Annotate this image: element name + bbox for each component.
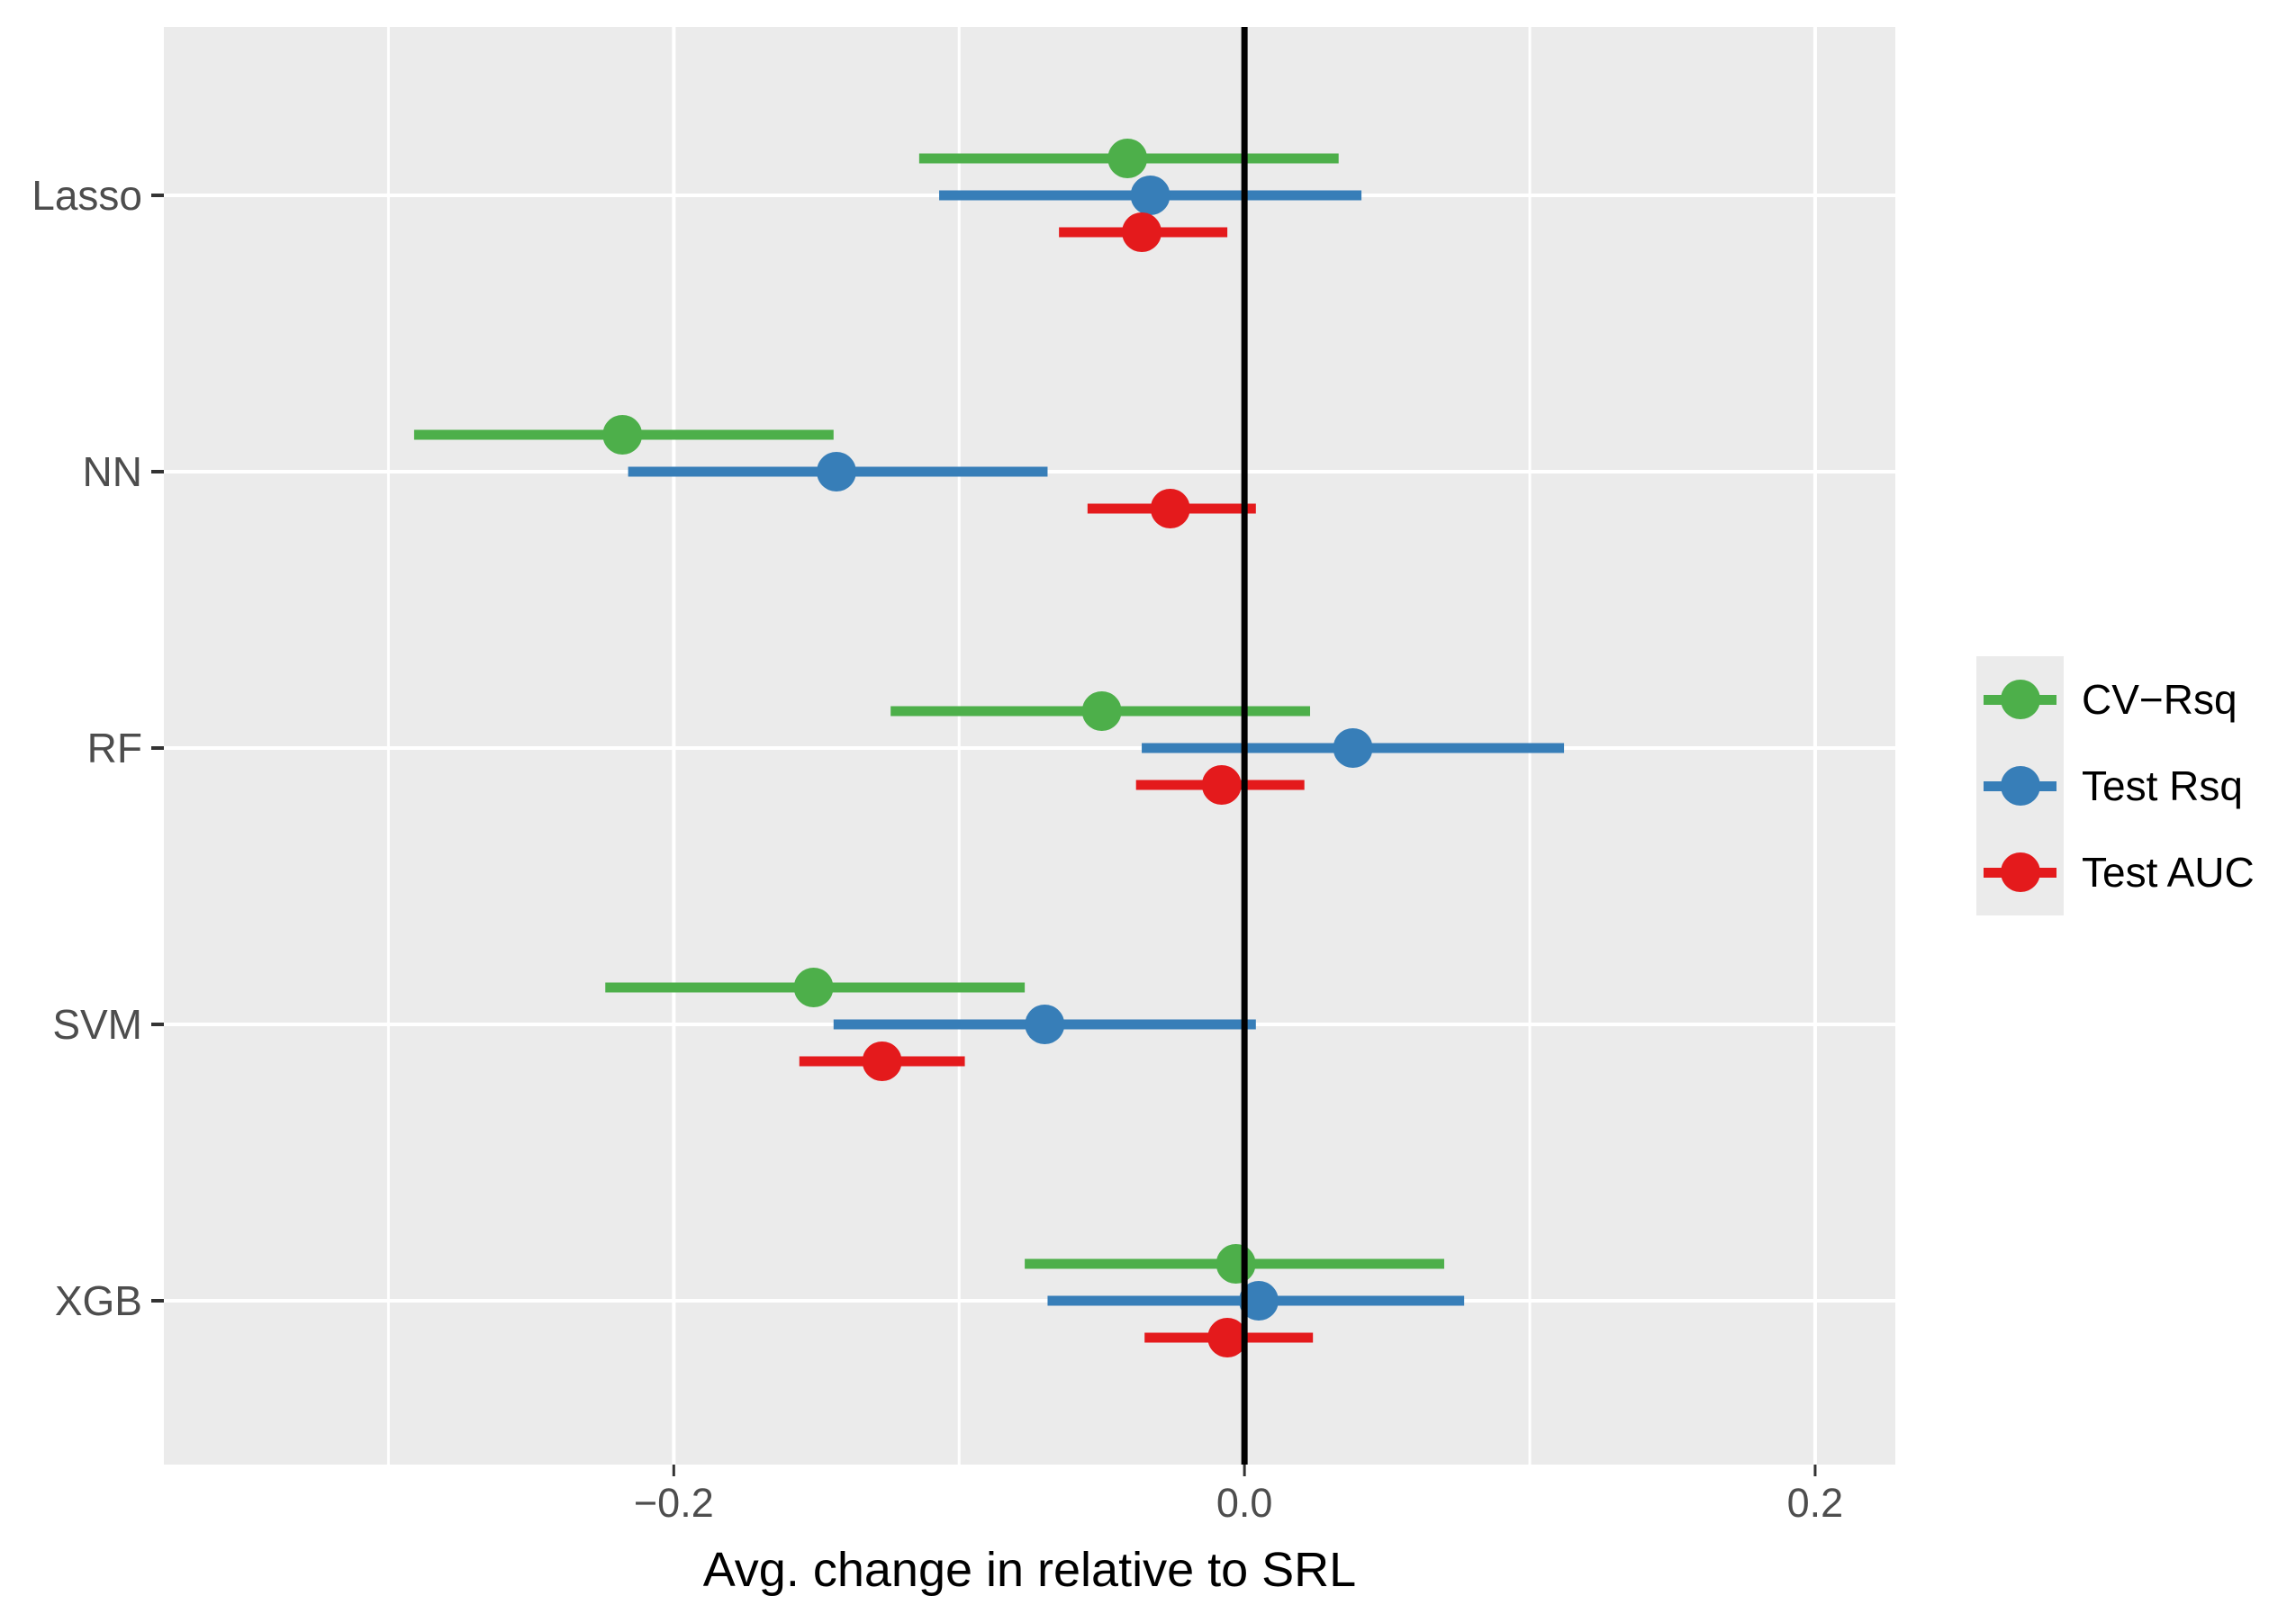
legend-key-dot-icon <box>2000 852 2040 892</box>
point-cv-rsq <box>1107 139 1148 178</box>
point-test-auc <box>1122 212 1162 252</box>
y-axis-label-xgb: XGB <box>54 1277 142 1324</box>
y-axis-label-svm: SVM <box>52 1001 142 1048</box>
point-cv-rsq <box>1216 1244 1256 1284</box>
legend-label: CV−Rsq <box>2082 676 2237 723</box>
point-test-auc <box>1150 489 1190 528</box>
legend: CV−Rsq Test Rsq Test AUC <box>1976 656 2255 915</box>
point-test-rsq <box>1333 728 1373 768</box>
point-test-auc <box>862 1041 902 1081</box>
legend-item-test-auc: Test AUC <box>1976 829 2255 915</box>
point-test-rsq <box>1130 176 1171 215</box>
legend-key-glyph <box>1976 743 2064 829</box>
y-axis-label-nn: NN <box>82 448 142 495</box>
panel-background <box>164 27 1895 1465</box>
point-cv-rsq <box>1081 691 1122 731</box>
legend-label: Test AUC <box>2082 849 2255 896</box>
point-cv-rsq <box>602 415 643 455</box>
point-test-auc <box>1207 1318 1248 1357</box>
legend-key-glyph <box>1976 656 2064 743</box>
x-tick-label: 0.0 <box>1216 1480 1273 1526</box>
legend-item-test-rsq: Test Rsq <box>1976 743 2255 829</box>
point-test-auc <box>1201 765 1242 805</box>
legend-item-cv-rsq: CV−Rsq <box>1976 656 2255 743</box>
x-tick-label: −0.2 <box>633 1480 714 1526</box>
point-cv-rsq <box>793 968 834 1007</box>
x-tick-label: 0.2 <box>1786 1480 1844 1526</box>
legend-key-dot-icon <box>2000 766 2040 806</box>
legend-label: Test Rsq <box>2082 762 2243 809</box>
point-test-rsq <box>1238 1281 1279 1321</box>
point-test-rsq <box>1025 1005 1065 1044</box>
y-axis-label-lasso: Lasso <box>32 172 142 219</box>
point-test-rsq <box>816 452 856 491</box>
legend-key-glyph <box>1976 829 2064 915</box>
legend-key-dot-icon <box>2000 680 2040 719</box>
y-axis-label-rf: RF <box>86 725 142 771</box>
x-axis-title: Avg. change in relative to SRL <box>702 1543 1357 1597</box>
